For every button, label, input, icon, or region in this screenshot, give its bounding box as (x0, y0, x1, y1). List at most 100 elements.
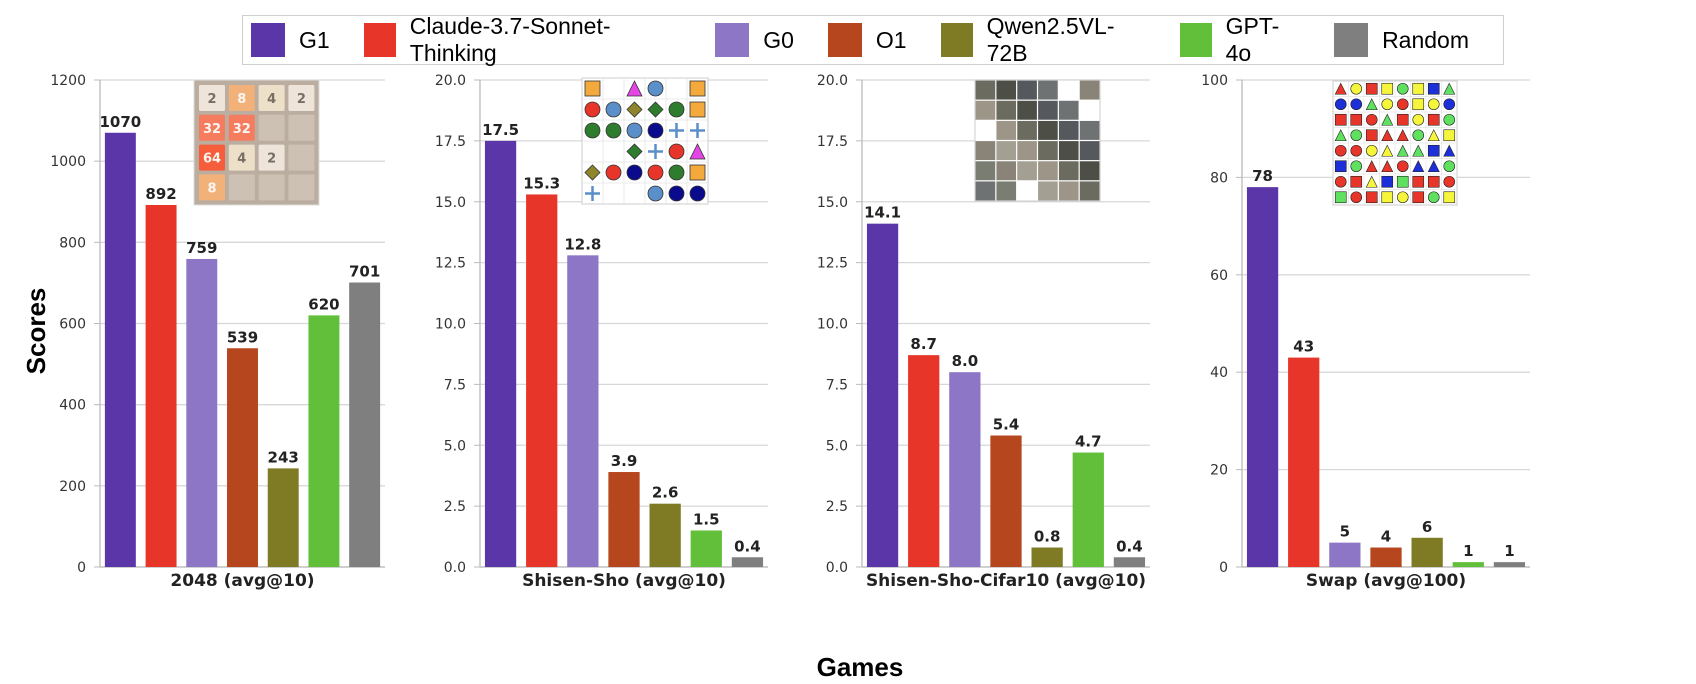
image-thumbnail (975, 100, 996, 120)
image-thumbnail (975, 141, 996, 161)
bar (349, 282, 381, 567)
tri-blue-token (1443, 144, 1456, 157)
bar (104, 132, 136, 567)
bar-value-label: 759 (186, 239, 217, 257)
y-tick-label: 400 (59, 398, 86, 414)
dia-green-token (647, 101, 664, 118)
bar-value-label: 43 (1293, 338, 1314, 356)
inset-shisen-sho-board (581, 77, 709, 205)
circ-red-token (584, 101, 601, 118)
image-thumbnail (1017, 80, 1037, 100)
bar-value-label: 243 (268, 448, 299, 466)
bar-value-label: 0.8 (1034, 528, 1061, 546)
image-thumbnail (996, 181, 1017, 201)
bar (866, 223, 899, 568)
y-tick-label: 15.0 (435, 195, 466, 211)
bar-value-label: 3.9 (611, 452, 638, 470)
circ-red-token (1443, 175, 1456, 188)
y-tick-label: 800 (59, 235, 86, 251)
tile-number: 2 (207, 92, 216, 107)
board-tile (228, 144, 255, 171)
tri-blue-token (1412, 160, 1425, 173)
circ-red-token (668, 143, 685, 160)
bar (908, 355, 940, 567)
legend-item: O1 (827, 23, 907, 57)
circ-green-token (584, 122, 601, 139)
image-thumbnail (1058, 181, 1079, 201)
sq-orange-token (584, 80, 601, 97)
circ-navy-token (647, 122, 664, 139)
x-axis-title: Games (817, 652, 904, 682)
bar (267, 468, 299, 567)
circ-green-token (1396, 82, 1409, 95)
plus-blue-token (669, 123, 684, 138)
tile-number: 4 (267, 92, 276, 107)
circ-green-token (605, 122, 622, 139)
bar-value-label: 2.6 (652, 484, 679, 502)
bar-value-label: 14.1 (864, 204, 901, 222)
image-thumbnail (1038, 100, 1058, 120)
circ-blue-token (1350, 98, 1363, 111)
bar (1329, 542, 1361, 567)
circ-navy-token (689, 185, 706, 202)
sq-red-token (1365, 191, 1378, 204)
bar (145, 204, 177, 567)
y-tick-label: 17.5 (435, 134, 466, 150)
sq-red-token (1350, 175, 1363, 188)
bar-value-label: 1 (1504, 542, 1514, 560)
chart-panel: 0.0 2.5 5.0 7.5 10.0 12.5 15.0 17.5 20.0 17.5 15.3… (435, 73, 768, 591)
tri-green-token (1334, 129, 1347, 142)
y-tick-label: 2.5 (444, 499, 466, 515)
bar-value-label: 1070 (99, 113, 141, 131)
circ-red-token (1334, 144, 1347, 157)
y-tick-label: 0.0 (826, 560, 848, 576)
bar-value-label: 4 (1381, 528, 1391, 546)
y-tick-label: 20.0 (435, 73, 466, 89)
tri-green-token (1396, 144, 1409, 157)
legend-item: G0 (715, 23, 794, 57)
y-tick-label: 20.0 (817, 73, 848, 89)
sq-yellow-token (1443, 129, 1456, 142)
circ-yellow-token (1396, 191, 1409, 204)
plus-blue-token (690, 123, 705, 138)
image-thumbnail (1017, 100, 1037, 120)
sq-yellow-token (1381, 82, 1394, 95)
image-thumbnail (1058, 100, 1079, 120)
bar (608, 472, 640, 567)
circ-blue-token (647, 80, 664, 97)
board-tile (288, 114, 315, 141)
board-tile (199, 85, 225, 111)
legend-swatch (1179, 23, 1212, 57)
circ-green-token (1443, 113, 1456, 126)
legend-swatch (827, 23, 862, 57)
sq-red-token (1350, 113, 1363, 126)
bar (567, 255, 599, 567)
tile-number: 4 (237, 152, 246, 167)
y-tick-label: 0 (77, 560, 86, 576)
y-tick-label: 200 (59, 479, 86, 495)
bar (484, 140, 517, 567)
bar (1493, 562, 1526, 567)
circ-green-token (1443, 160, 1456, 173)
sq-red-token (1396, 113, 1409, 126)
circ-red-token (1396, 98, 1409, 111)
bar-value-label: 539 (227, 328, 258, 346)
bar (1411, 537, 1443, 567)
circ-navy-token (668, 185, 685, 202)
circ-green-token (668, 101, 685, 118)
sq-blue-token (1381, 175, 1394, 188)
tri-blue-token (1427, 160, 1440, 173)
y-tick-label: 0.0 (444, 560, 466, 576)
y-tick-label: 10.0 (817, 317, 848, 333)
tri-red-token (1381, 160, 1394, 173)
image-thumbnail (1058, 120, 1079, 140)
circ-navy-token (626, 164, 643, 181)
circ-red-token (1365, 113, 1378, 126)
dia-olive-token (584, 164, 601, 181)
bar (1288, 357, 1320, 567)
board-tile (288, 174, 315, 201)
legend-label: Random (1382, 26, 1469, 53)
image-thumbnail (996, 100, 1017, 120)
tri-red-token (1381, 129, 1394, 142)
